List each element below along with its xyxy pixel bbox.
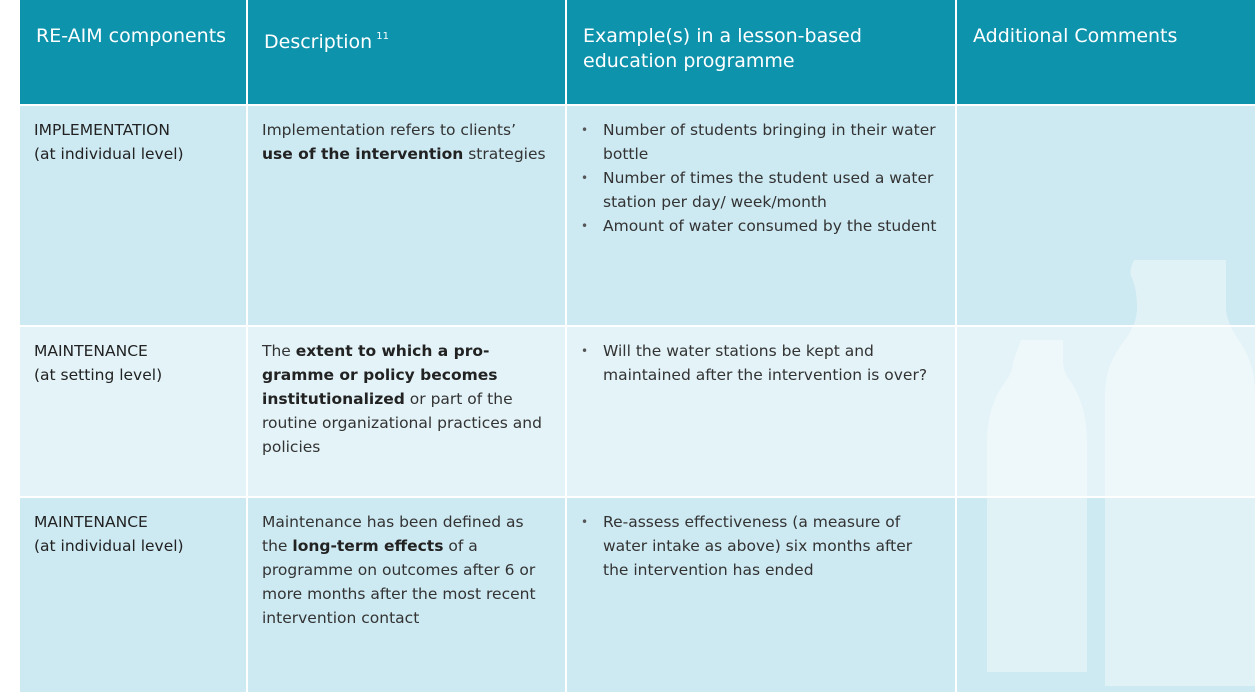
header-row: RE-AIM components Description 11 Example(s)… — [20, 0, 1255, 104]
component: MAINTENANCE — [34, 513, 148, 531]
table-wrap: RE-AIM components Description 11 Example(s)… — [20, 0, 1255, 692]
example-item: Will the water stations be kept and main… — [581, 339, 941, 387]
header-text: Description — [264, 31, 373, 53]
description-text: Maintenance has been defined as the — [262, 513, 524, 555]
description-emphasis: use of the interven­tion — [262, 145, 464, 163]
description-cell: Implementation refers to clients’ use of… — [248, 106, 565, 325]
examples-list: Re-assess effectiveness (a mea­sure of w… — [581, 510, 941, 582]
table-body: IMPLEMENTATION (at individual level) Imple… — [20, 106, 1255, 692]
comments-cell — [957, 498, 1255, 692]
example-item: Number of times the student used a water… — [581, 166, 941, 214]
component: IMPLEMENTATION — [34, 121, 170, 139]
component-cell: IMPLEMENTATION (at individual level) — [20, 106, 246, 325]
description-text: The — [262, 342, 296, 360]
component: MAINTENANCE — [34, 342, 148, 360]
examples-cell: Number of students bringing in their wat… — [567, 106, 955, 325]
footnote-ref: 11 — [376, 31, 389, 42]
component-cell: MAINTENANCE (at individual level) — [20, 498, 246, 692]
component-level: (at individual level) — [34, 537, 184, 555]
header-text: Additional Comments — [973, 25, 1178, 47]
comments-cell — [957, 327, 1255, 496]
description-cell: The extent to which a pro­gramme or poli… — [248, 327, 565, 496]
header-cell: Additional Comments — [957, 0, 1255, 104]
description-text: or part of the routine organizational pr… — [262, 390, 542, 456]
examples-cell: Will the water stations be kept and main… — [567, 327, 955, 496]
example-item: Amount of water consumed by the student — [581, 214, 941, 238]
header-text: RE-AIM components — [36, 25, 227, 47]
re-aim-table: RE-AIM components Description 11 Example(s)… — [18, 0, 1255, 694]
table-row: MAINTENANCE (at setting level) The extent … — [20, 327, 1255, 496]
comments-cell — [957, 106, 1255, 325]
component-cell: MAINTENANCE (at setting level) — [20, 327, 246, 496]
description-text: of a programme on outcomes after 6 or mo… — [262, 537, 536, 627]
header-cell: Description 11 — [248, 0, 565, 104]
example-item: Number of students bringing in their wat… — [581, 118, 941, 166]
header-cell: Example(s) in a lesson-based education p… — [567, 0, 955, 104]
examples-cell: Re-assess effectiveness (a mea­sure of w… — [567, 498, 955, 692]
header-cell: RE-AIM components — [20, 0, 246, 104]
description-text: Implementation refers to clients’ — [262, 121, 517, 139]
header-text: Example(s) in a lesson-based education p… — [583, 25, 862, 72]
description-emphasis: extent to which a pro­gramme or policy b… — [262, 342, 498, 408]
description-text: strategies — [463, 145, 546, 163]
description-emphasis: long-term effects — [292, 537, 444, 555]
examples-list: Will the water stations be kept and main… — [581, 339, 941, 387]
component-level: (at setting level) — [34, 366, 163, 384]
component-level: (at individual level) — [34, 145, 184, 163]
examples-list: Number of students bringing in their wat… — [581, 118, 941, 238]
table-row: IMPLEMENTATION (at individual level) Imple… — [20, 106, 1255, 325]
example-item: Re-assess effectiveness (a mea­sure of w… — [581, 510, 941, 582]
description-cell: Maintenance has been defined as the long… — [248, 498, 565, 692]
table-row: MAINTENANCE (at individual level) Maintena… — [20, 498, 1255, 692]
